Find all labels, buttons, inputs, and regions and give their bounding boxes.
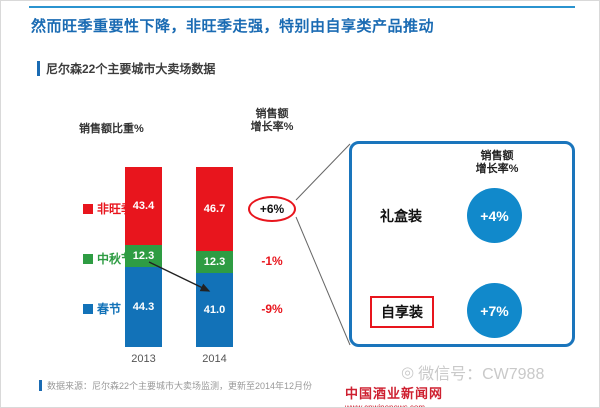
site-logo: 中国酒业新闻网 www.cnwinenews.com [345, 383, 444, 408]
stacked-bar-2014: 46.7 12.3 41.0 [196, 167, 233, 347]
bars-area: 43.4 12.3 44.3 2013 46.7 12.3 41.0 2014 [125, 167, 245, 372]
growth-value: +6% [248, 196, 296, 223]
x-axis-label: 2014 [202, 353, 227, 365]
bar-segment: 41.0 [196, 273, 233, 347]
top-accent-line [29, 6, 575, 8]
bar-value-label: 12.3 [203, 256, 226, 269]
site-name-text: 中国酒业新闻网 [345, 386, 444, 401]
callout-panel: 销售额 增长率% 礼盒装 +4% 自享装 +7% [349, 141, 575, 347]
bar-value-label: 46.7 [203, 203, 226, 216]
stacked-bar-2013: 43.4 12.3 44.3 [125, 167, 162, 347]
growth-header-line2: 增长率% [250, 121, 294, 133]
bar-segment: 12.3 [196, 251, 233, 274]
callout-header-line2: 增长率% [475, 163, 519, 175]
footnote-row: 数据来源：尼尔森22个主要城市大卖场监测，更新至2014年12月份 [39, 379, 312, 392]
legend-swatch [83, 303, 93, 314]
bar-value-label: 44.3 [132, 301, 155, 314]
bar-segment: 44.3 [125, 267, 162, 347]
wechat-circle-icon: ◎ [401, 364, 415, 381]
callout-header-line1: 销售额 [480, 150, 514, 162]
bar-segment: 46.7 [196, 167, 233, 252]
subtitle-accent-bar [37, 61, 40, 76]
footnote-accent-bar [39, 380, 42, 391]
bar-value-label: 12.3 [132, 250, 155, 263]
callout-circle-selfenjoy: +7% [467, 283, 522, 338]
y-axis-title: 销售额比重% [79, 123, 144, 135]
zoom-connector-bottom-line [295, 216, 351, 346]
chart-subtitle: 尼尔森22个主要城市大卖场数据 [46, 62, 216, 76]
legend-item: 春节 [83, 300, 121, 317]
growth-value: -9% [261, 302, 283, 317]
legend-label: 中秋节 [97, 252, 134, 266]
bar-segment: 12.3 [125, 245, 162, 268]
subtitle-row: 尼尔森22个主要城市大卖场数据 [37, 60, 215, 77]
growth-value: -1% [261, 254, 283, 269]
bar-value-label: 41.0 [203, 304, 226, 317]
callout-circle-giftbox: +4% [467, 188, 522, 243]
page-title: 然而旺季重要性下降，非旺季走强，特别由自享类产品推动 [31, 18, 435, 35]
callout-header: 销售额 增长率% [454, 150, 540, 176]
growth-header-line1: 销售额 [255, 108, 289, 120]
legend-swatch [83, 253, 93, 264]
legend-item: 非旺季 [83, 200, 133, 217]
legend-label: 春节 [97, 302, 122, 316]
site-url-text: www.cnwinenews.com [345, 403, 426, 408]
growth-column-header: 销售额 增长率% [241, 108, 303, 134]
legend-item: 中秋节 [83, 250, 133, 267]
footnote-text: 数据来源：尼尔森22个主要城市大卖场监测，更新至2014年12月份 [47, 381, 313, 391]
legend-label: 非旺季 [97, 202, 134, 216]
legend-swatch [83, 203, 93, 214]
callout-label-selfenjoy: 自享装 [370, 296, 434, 328]
wechat-id-text: 微信号：CW7988 [418, 366, 545, 383]
callout-label-giftbox: 礼盒装 [380, 208, 422, 224]
bar-segment: 43.4 [125, 167, 162, 246]
wechat-watermark: ◎ 微信号：CW7988 [401, 360, 544, 384]
zoom-connector-top-line [295, 143, 351, 201]
bar-value-label: 43.4 [132, 200, 155, 213]
x-axis-label: 2013 [131, 353, 156, 365]
